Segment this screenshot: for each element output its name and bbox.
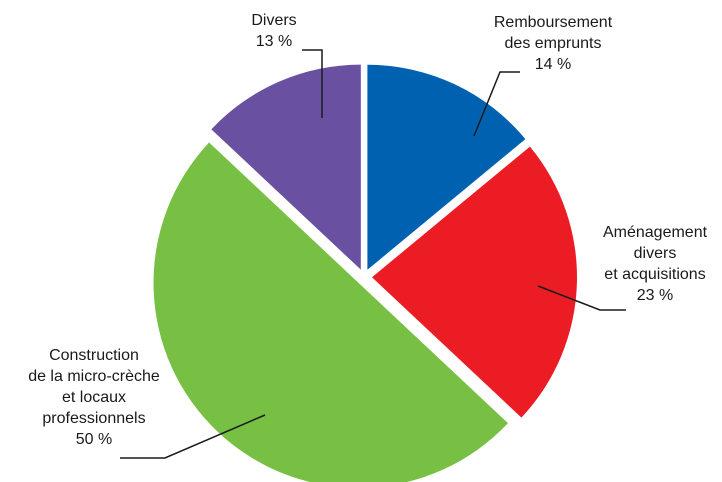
slice-value-label: 23 % bbox=[637, 287, 673, 304]
pie-slice-1 bbox=[367, 64, 526, 270]
slice-name-line: Construction bbox=[49, 347, 139, 364]
leader-lines bbox=[120, 49, 626, 459]
slice-name-line: de la micro-crèche bbox=[28, 368, 160, 385]
pie-slice-3 bbox=[153, 142, 508, 482]
slice-name-line: Aménagement bbox=[603, 224, 708, 241]
slice-name-line: professionnels bbox=[42, 410, 145, 427]
slice-labels: Remboursement des emprunts 14 % Aménagement… bbox=[28, 12, 707, 448]
pie-slice-4 bbox=[211, 64, 361, 270]
pie-slices bbox=[153, 64, 577, 482]
slice-label-3: Construction de la micro-crèche et locaux p… bbox=[28, 347, 160, 448]
slice-value-label: 13 % bbox=[256, 33, 292, 50]
leader-line-4 bbox=[302, 49, 323, 118]
slice-label-2: Aménagement divers et acquisitions 23 % bbox=[603, 224, 708, 304]
leader-line-1 bbox=[473, 71, 520, 137]
slice-label-4: Divers 13 % bbox=[251, 12, 296, 50]
slice-name-line: Remboursement bbox=[494, 14, 613, 31]
leader-line-3 bbox=[120, 414, 266, 459]
slice-value-label: 50 % bbox=[76, 431, 112, 448]
slice-label-1: Remboursement des emprunts 14 % bbox=[494, 14, 613, 73]
slice-name-line: Divers bbox=[251, 12, 296, 29]
slice-value-label: 14 % bbox=[535, 56, 571, 73]
pie-slice-2 bbox=[371, 146, 577, 418]
slice-name-line: et acquisitions bbox=[604, 266, 705, 283]
slice-name-line: divers bbox=[634, 245, 677, 262]
slice-name-line: des emprunts bbox=[505, 35, 602, 52]
leader-line-2 bbox=[537, 285, 626, 311]
slice-name-line: et locaux bbox=[62, 389, 126, 406]
